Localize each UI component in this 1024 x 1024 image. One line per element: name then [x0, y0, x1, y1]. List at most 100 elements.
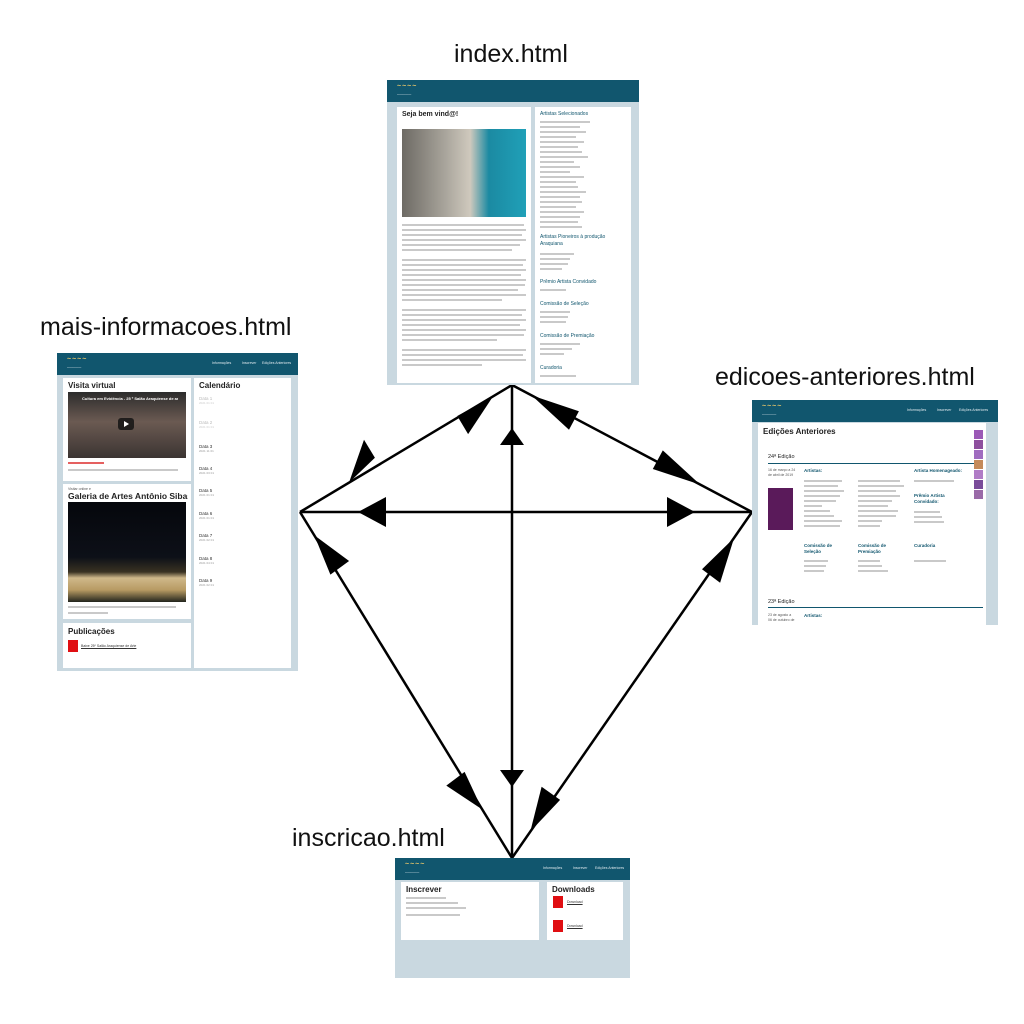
- calendar-item: Data 2 2021 01 01: [199, 420, 215, 429]
- sidebar-pioneiros: Artistas Pioneiros à produção Araquiana: [540, 234, 606, 247]
- calendar-item: Data 8 2021 04 01: [199, 556, 215, 565]
- edition-swatch[interactable]: [974, 430, 983, 439]
- pdf-icon[interactable]: [553, 896, 563, 908]
- edition-24-title: 24ª Edição: [768, 454, 795, 460]
- site-logo-sub: ─────: [762, 412, 777, 417]
- calendar-item: Data 4 2021 03 01: [199, 466, 215, 475]
- curadoria-name: [914, 560, 946, 562]
- sidebar-comissao-selecao: Comissão de Seleção: [540, 301, 589, 307]
- calendar-item: Data 9 2021 02 01: [199, 578, 215, 587]
- site-header: ~~~~ ───── Informações Inscrever Edições…: [752, 400, 998, 422]
- col-artistas: Artistas:: [804, 468, 823, 473]
- nav-edicoes[interactable]: Edições Anteriores: [595, 866, 625, 870]
- nav-informacoes[interactable]: Informações: [543, 866, 563, 870]
- publicacoes-title: Publicações: [68, 627, 115, 636]
- video-title: Cultura em Evidência - 25 º Salão Araqui…: [82, 396, 178, 401]
- edicoes-main: Edições Anteriores 24ª Edição 16 de març…: [758, 423, 986, 625]
- video-player[interactable]: Cultura em Evidência - 25 º Salão Araqui…: [68, 392, 186, 458]
- inscrever-panel: Inscrever: [401, 882, 539, 940]
- video-description: [68, 469, 178, 471]
- edition-24-divider: [768, 463, 983, 464]
- pdf-icon[interactable]: [68, 640, 78, 652]
- calendar-title: Calendário: [199, 381, 241, 390]
- index-sidebar: Artistas Selecionados Artistas P: [535, 107, 631, 383]
- site-logo-sub: ─────: [67, 365, 82, 370]
- downloads-title: Downloads: [552, 885, 595, 894]
- thumb-inscricao[interactable]: ~~~~ ───── Informações Inscrever Edições…: [395, 858, 630, 978]
- pdf-icon[interactable]: [553, 920, 563, 932]
- site-header: ~~~~ ─────: [387, 80, 639, 102]
- downloads-panel: Downloads Download Download: [547, 882, 623, 940]
- calendar-item: Data 5 2021 01 01: [199, 488, 215, 497]
- publicacao-link[interactable]: Baixe 25º Salão Araquiense de Arte: [81, 644, 137, 648]
- inscrever-title: Inscrever: [406, 885, 442, 894]
- edition-swatch[interactable]: [974, 450, 983, 459]
- nav-inscrever[interactable]: Inscrever: [937, 408, 952, 412]
- edition-23-divider: [768, 607, 983, 608]
- site-logo: ~~~~: [397, 83, 418, 90]
- nav-inscrever[interactable]: Inscrever: [573, 866, 588, 870]
- col-premiacao: Comissão de Premiação: [858, 543, 887, 554]
- site-logo-sub: ─────: [397, 92, 412, 97]
- site-logo-sub: ─────: [405, 870, 420, 875]
- curadoria-name: [540, 375, 576, 377]
- site-logo: ~~~~: [405, 861, 426, 868]
- visita-panel: Visita virtual Cultura em Evidência - 25…: [63, 378, 191, 481]
- col-selecao: Comissão de Seleção: [804, 543, 833, 554]
- edition-swatch[interactable]: [974, 460, 983, 469]
- play-icon[interactable]: [118, 418, 134, 430]
- calendar-item: Data 6 2021 01 01: [199, 511, 215, 520]
- sidebar-artistas-selecionados: Artistas Selecionados: [540, 111, 589, 117]
- video-caption: [68, 462, 104, 464]
- label-edicoes-anteriores: edicoes-anteriores.html: [715, 363, 975, 391]
- col-homenageado: Artista Homenageado:: [914, 468, 963, 473]
- calendar-item: Data 3 2021 11 01: [199, 444, 214, 453]
- index-main-panel: Seja bem vind@!: [397, 107, 531, 383]
- edition-swatch[interactable]: [974, 440, 983, 449]
- galeria-description: [68, 606, 176, 608]
- col-curadoria: Curadoria: [914, 543, 936, 548]
- edition-23-title: 23ª Edição: [768, 599, 795, 605]
- label-inscricao: inscricao.html: [292, 824, 445, 852]
- col-convidado: Prêmio Artista Convidado:: [914, 493, 945, 504]
- edition-swatch[interactable]: [974, 480, 983, 489]
- thumb-mais-informacoes[interactable]: ~~~~ ───── Informações Inscrever Edições…: [57, 353, 298, 671]
- gallery-photo: [402, 129, 526, 217]
- nav-informacoes[interactable]: Informações: [212, 361, 232, 365]
- edition-swatch[interactable]: [974, 470, 983, 479]
- nav-edicoes[interactable]: Edições Anteriores: [959, 408, 989, 412]
- edition-swatch[interactable]: [974, 490, 983, 499]
- sidebar-comissao-premiacao: Comissão de Premiação: [540, 333, 595, 339]
- galeria-panel: Visitar online e Galeria de Artes Antôni…: [63, 484, 191, 619]
- convidado-name: [540, 289, 566, 291]
- edition-23-date: 23 de agosto a 06 de outubro de: [768, 613, 795, 622]
- sidebar-curadoria: Curadoria: [540, 365, 562, 371]
- nav-inscrever[interactable]: Inscrever: [242, 361, 257, 365]
- welcome-heading: Seja bem vind@!: [402, 111, 459, 118]
- homenageado-name: [914, 480, 954, 482]
- site-header: ~~~~ ───── Informações Inscrever Edições…: [395, 858, 630, 880]
- edicoes-title: Edições Anteriores: [763, 427, 836, 436]
- calendar-item: Data 7 2021 02 01: [199, 533, 215, 542]
- site-header: ~~~~ ───── Informações Inscrever Edições…: [57, 353, 298, 375]
- calendar-item: Data 1 2021 01 01: [199, 396, 215, 405]
- visita-title: Visita virtual: [68, 381, 116, 390]
- edition-24-date: 16 de março a 24 de abril de 2019: [768, 468, 796, 477]
- galeria-kicker: Visitar online e: [68, 487, 91, 491]
- download-link-1[interactable]: Download: [567, 900, 583, 904]
- thumb-edicoes-anteriores[interactable]: ~~~~ ───── Informações Inscrever Edições…: [752, 400, 998, 625]
- galeria-address: [68, 612, 108, 614]
- thumb-index[interactable]: ~~~~ ───── Seja bem vind@!: [387, 80, 639, 385]
- nav-edicoes[interactable]: Edições Anteriores: [262, 361, 292, 365]
- publicacoes-panel: Publicações Baixe 25º Salão Araquiense d…: [63, 623, 191, 668]
- site-logo: ~~~~: [762, 403, 783, 410]
- nav-informacoes[interactable]: Informações: [907, 408, 927, 412]
- download-link-2[interactable]: Download: [567, 924, 583, 928]
- col-artistas-23: Artistas:: [804, 613, 823, 618]
- label-index: index.html: [454, 40, 568, 68]
- calendar-panel: Calendário Data 1 2021 01 01 Data 2 2021 0…: [194, 378, 291, 668]
- label-mais-informacoes: mais-informacoes.html: [40, 313, 292, 341]
- sidebar-premio-convidado: Prêmio Artista Convidado: [540, 279, 597, 285]
- edition-24-cover: [768, 488, 793, 530]
